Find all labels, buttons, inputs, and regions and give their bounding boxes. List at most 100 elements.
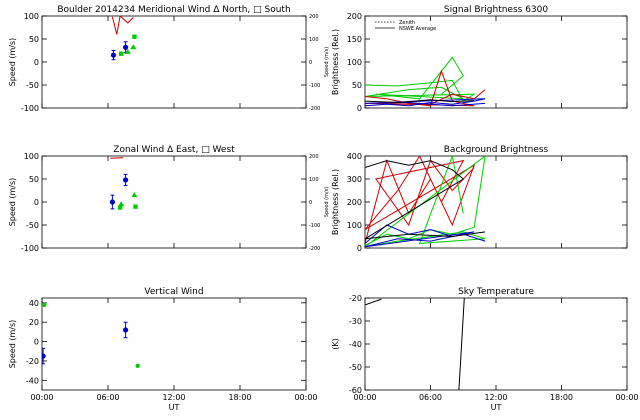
chart-title: Vertical Wind [144,287,203,297]
y-axis-label: Brightness (Rel.) [331,169,340,235]
x-tick-label: 12:00 [484,393,507,402]
data-point [110,52,117,58]
y-tick-label: -100 [21,244,39,253]
series-line [110,157,124,159]
x-tick-label: 00:00 [294,393,317,402]
series-line [365,298,382,306]
y-tick-label: 50 [29,35,39,44]
y-tick-label: 100 [24,152,39,161]
panel-zonal: Zonal Wind Δ East, □ West -100 -50 0 50 100 -2… [8,145,330,253]
panel-signal: Signal Brightness 6300 0 50 100 150 200 Bright… [331,5,628,113]
series-line [365,69,486,107]
data-point [124,48,131,54]
y-tick-label: 100 [347,221,362,230]
data-layer [109,157,138,210]
y-tick-label: -20 [26,357,39,366]
y-tick-label: -40 [349,340,362,349]
y-tick-label-right: 100 [309,177,319,183]
panel-background: Background Brightness 0 100 200 300 400 Bright… [331,145,628,253]
y-tick-label-right: -200 [309,246,320,252]
y-tick-label-right: 200 [309,14,319,20]
data-point [42,353,46,359]
y-axis-label: Speed (m/s) [8,178,17,227]
plot-frame [41,155,307,249]
chart-title: Boulder 2014234 Meridional Wind Δ North,… [57,5,290,15]
y-axis-label-right: Speed (m/s) [324,47,330,77]
x-tick-label: 00:00 [30,393,53,402]
data-point [123,44,129,50]
y-tick-label: 300 [347,175,362,184]
legend-entry: NSWE Average [399,26,436,32]
chart-title: Signal Brightness 6300 [444,5,548,15]
panel-skytemp: Sky Temperature -60 -50 -40 -30 -20 00:00 06:00… [331,287,639,412]
plot-frame [41,297,307,391]
y-tick-label: 100 [347,58,362,67]
y-tick-label: 20 [29,318,39,327]
series-line [365,156,486,248]
data-point [109,199,115,205]
y-tick-label: 0 [34,338,39,347]
x-tick-label: 00:00 [353,393,376,402]
x-tick-label: 18:00 [550,393,573,402]
y-tick-label: -30 [349,317,362,326]
y-tick-label: 200 [347,198,362,207]
y-tick-label: -100 [21,104,39,113]
y-tick-label: -50 [26,221,39,230]
data-layer [42,302,140,368]
y-tick-label: 40 [29,299,39,308]
y-tick-label: -40 [26,376,39,385]
y-tick-label: 50 [29,175,39,184]
series-line [365,99,475,104]
x-axis-label: UT [491,403,502,412]
y-tick-label: 150 [347,35,362,44]
data-point [132,34,137,39]
y-tick-label: 100 [24,12,39,21]
y-tick-label: -20 [349,294,362,303]
y-tick-label-right: -200 [309,106,320,112]
data-point [123,327,129,333]
series-line [365,160,486,240]
y-tick-label: 50 [352,81,362,90]
y-tick-label-right: 100 [309,37,319,43]
data-point [118,201,125,207]
y-tick-label: 200 [347,12,362,21]
y-tick-label-right: 0 [309,60,312,66]
x-tick-label: 06:00 [419,393,442,402]
x-axis-label: UT [169,403,180,412]
data-point [131,192,138,198]
y-axis-label: Speed (m/s) [8,38,17,87]
y-tick-label: 400 [347,152,362,161]
chart-title: Zonal Wind Δ East, □ West [113,145,235,155]
data-point [119,51,124,56]
y-tick-label-right: -100 [309,83,320,89]
y-axis-label: Brightness (Rel.) [331,29,340,95]
y-tick-label: -50 [349,363,362,372]
y-axis-label: Speed (m/s) [8,320,17,369]
y-tick-label: 0 [34,198,39,207]
y-tick-label: -50 [26,81,39,90]
panel-vertical: Vertical Wind -40 -20 0 20 40 00:00 06:00 12:00 1… [8,287,318,412]
y-tick-label-right: 0 [309,200,312,206]
data-point [133,204,138,209]
x-tick-label: 18:00 [228,393,251,402]
data-layer [365,56,486,107]
y-axis-label-right: Speed (m/s) [324,187,330,217]
data-point [123,177,129,183]
series-line [111,16,134,35]
data-layer [365,156,486,248]
series-line [365,156,476,244]
plot-frame [41,15,307,109]
series-line [365,56,476,102]
y-tick-label: 0 [34,58,39,67]
x-tick-label: 12:00 [162,393,185,402]
data-point [130,44,137,50]
y-tick-label: 0 [357,244,362,253]
data-point [117,205,123,210]
data-layer [365,298,465,390]
y-axis-label: (K) [331,338,340,350]
chart-title: Background Brightness [444,145,549,155]
y-tick-label-right: -100 [309,223,320,229]
data-layer [110,16,137,61]
y-tick-label: 0 [357,104,362,113]
